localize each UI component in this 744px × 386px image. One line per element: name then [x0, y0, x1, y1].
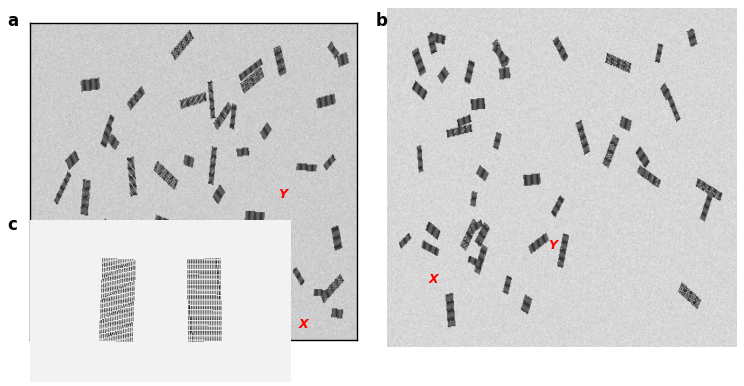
Text: c: c	[7, 216, 17, 234]
Text: b: b	[376, 12, 388, 30]
Text: X: X	[429, 273, 438, 286]
Text: Y: Y	[278, 188, 287, 201]
Text: Y: Y	[548, 239, 557, 252]
Text: a: a	[7, 12, 19, 30]
Text: X: X	[298, 318, 308, 330]
